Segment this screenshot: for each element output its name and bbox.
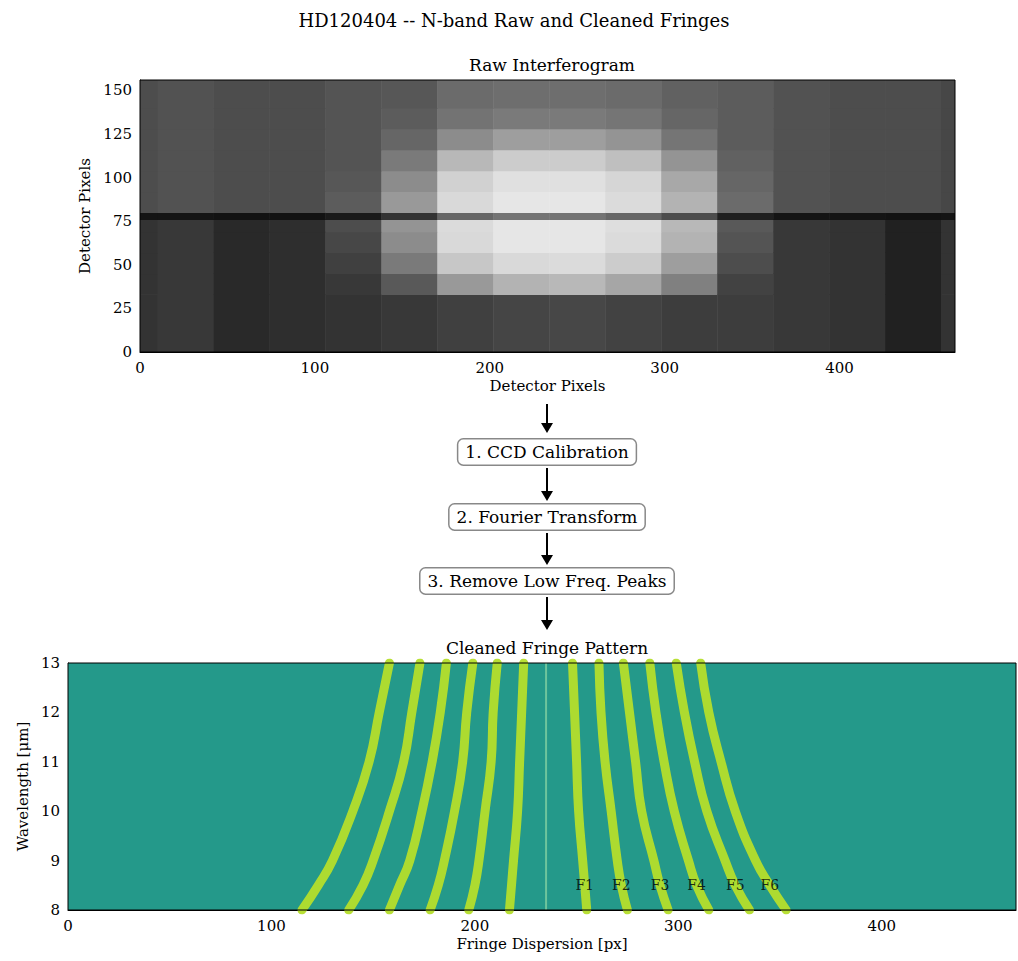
svg-text:25: 25 (113, 299, 132, 317)
svg-text:HD120404 -- N-band Raw and Cle: HD120404 -- N-band Raw and Cleaned Fring… (298, 10, 729, 31)
svg-text:F1: F1 (575, 877, 594, 893)
svg-text:F6: F6 (761, 877, 780, 893)
svg-text:12: 12 (41, 703, 60, 721)
svg-text:1. CCD Calibration: 1. CCD Calibration (465, 442, 628, 462)
svg-text:100: 100 (301, 359, 330, 377)
svg-text:75: 75 (113, 212, 132, 230)
svg-text:3. Remove Low Freq. Peaks: 3. Remove Low Freq. Peaks (428, 571, 667, 591)
svg-text:0: 0 (135, 359, 145, 377)
svg-text:9: 9 (50, 852, 60, 870)
svg-text:13: 13 (41, 654, 60, 672)
svg-text:125: 125 (103, 125, 132, 143)
svg-text:F4: F4 (687, 877, 706, 893)
svg-text:150: 150 (103, 81, 132, 99)
svg-text:400: 400 (825, 359, 854, 377)
svg-text:300: 300 (664, 917, 693, 935)
svg-text:Cleaned Fringe Pattern: Cleaned Fringe Pattern (446, 638, 648, 658)
svg-text:10: 10 (41, 802, 60, 820)
svg-text:F3: F3 (651, 877, 670, 893)
svg-text:Detector Pixels: Detector Pixels (76, 158, 94, 274)
svg-text:Wavelength [μm]: Wavelength [μm] (14, 722, 32, 851)
svg-text:F5: F5 (726, 877, 745, 893)
svg-text:Fringe Dispersion [px]: Fringe Dispersion [px] (456, 935, 627, 953)
svg-text:0: 0 (122, 343, 132, 361)
svg-text:8: 8 (50, 901, 60, 919)
svg-text:11: 11 (41, 753, 60, 771)
svg-text:200: 200 (461, 917, 490, 935)
svg-text:100: 100 (103, 169, 132, 187)
svg-text:100: 100 (257, 917, 286, 935)
svg-text:50: 50 (113, 256, 132, 274)
svg-text:400: 400 (867, 917, 896, 935)
svg-text:300: 300 (650, 359, 679, 377)
svg-text:F2: F2 (612, 877, 631, 893)
svg-text:200: 200 (475, 359, 504, 377)
svg-text:0: 0 (63, 917, 73, 935)
svg-text:Raw Interferogram: Raw Interferogram (469, 55, 635, 75)
svg-text:Detector Pixels: Detector Pixels (490, 377, 606, 395)
svg-text:2. Fourier Transform: 2. Fourier Transform (457, 507, 638, 527)
